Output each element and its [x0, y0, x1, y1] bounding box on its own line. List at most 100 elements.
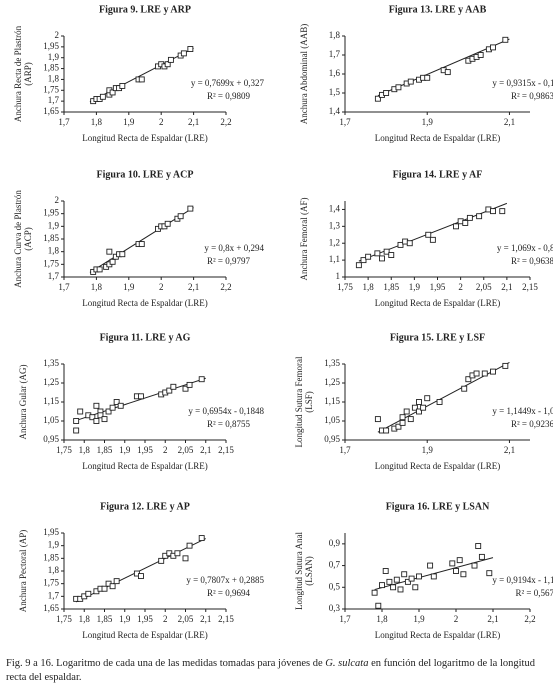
chart-title: Figura 15. LRE y LSF — [390, 332, 485, 343]
data-point — [486, 570, 493, 577]
data-point — [180, 50, 187, 57]
y-tick-label: 0,5 — [329, 581, 341, 591]
data-point — [407, 78, 414, 85]
data-point — [424, 74, 431, 81]
data-point — [101, 416, 108, 423]
equation: y = 0,7699x + 0,327 — [191, 78, 265, 88]
y-tick-label: 1,65 — [43, 106, 59, 116]
trend-line — [358, 202, 508, 262]
x-axis-label: Longitud Recta de Espaldar (LRE) — [375, 461, 500, 471]
y-tick-label: 1,35 — [324, 358, 340, 368]
x-tick-label: 1,9 — [119, 445, 131, 455]
x-tick-label: 1,9 — [422, 445, 434, 455]
data-point — [465, 376, 472, 383]
data-point — [113, 578, 120, 585]
chart-title: Figura 9. LRE y ARP — [99, 4, 191, 15]
y-tick-label: 1,8 — [48, 73, 60, 83]
data-point — [490, 368, 496, 375]
data-point — [399, 419, 406, 426]
y-tick-label: 1,25 — [43, 377, 59, 387]
data-point — [73, 418, 80, 424]
r-squared: R² = 0,9638 — [511, 256, 553, 266]
equation: y = 0,8x + 0,294 — [204, 243, 264, 253]
data-point — [403, 408, 410, 415]
data-point — [444, 69, 451, 76]
y-tick-label: 1,35 — [43, 358, 59, 368]
data-point — [99, 93, 106, 100]
figure-grid: Figura 9. LRE y ARP Anchura Recta de Plas… — [13, 4, 553, 640]
x-tick-label: 1,7 — [339, 445, 351, 455]
r-squared: R² = 0,9809 — [207, 91, 251, 101]
x-axis-label: Longitud Recta de Espaldar (LRE) — [82, 630, 207, 640]
y-axis-label: Anchura Recta de Plastrón — [13, 25, 23, 122]
data-point — [395, 423, 402, 430]
x-tick-label: 2 — [454, 614, 459, 624]
data-point — [429, 236, 436, 243]
data-point — [388, 252, 395, 258]
x-tick-label: 2,1 — [200, 445, 211, 455]
x-tick-label: 2,1 — [487, 614, 498, 624]
data-point — [436, 399, 443, 405]
x-tick-label: 1,8 — [376, 614, 388, 624]
data-point — [371, 589, 378, 596]
chart-title: Figura 12. LRE y AP — [100, 501, 190, 512]
x-tick-label: 2,15 — [218, 445, 234, 455]
x-axis-label: Longitud Recta de Espaldar (LRE) — [82, 298, 207, 308]
data-point — [420, 404, 427, 411]
y-tick-label: 1,05 — [324, 415, 340, 425]
caption: Fig. 9 a 16. Logaritmo de cada una de la… — [6, 657, 548, 685]
data-point — [360, 257, 367, 264]
data-point — [101, 585, 108, 592]
y-tick-label: 1,9 — [48, 220, 60, 230]
data-point — [425, 231, 432, 238]
data-point — [374, 416, 381, 423]
y-tick-label: 1,9 — [48, 540, 60, 550]
data-point — [383, 427, 390, 434]
data-point — [167, 56, 174, 63]
y-axis-label: (ACP) — [23, 227, 33, 251]
data-point — [365, 253, 372, 260]
y-tick-label: 1,9 — [48, 52, 60, 62]
y-tick-label: 1,7 — [329, 49, 341, 59]
equation: y = 1,069x - 0,8085 — [497, 243, 553, 253]
data-point — [461, 385, 468, 392]
x-tick-label: 2 — [159, 117, 164, 127]
y-axis-label: Longitud Sutura Anal — [294, 532, 304, 610]
data-point — [399, 414, 406, 421]
y-axis-label: Anchura Pectoral (AP) — [18, 530, 28, 612]
equation: y = 0,7807x + 0,2885 — [186, 575, 264, 585]
x-tick-label: 2,2 — [220, 117, 231, 127]
y-tick-label: 1,7 — [48, 271, 60, 281]
equation: y = 0,9315x - 0,1717 — [492, 78, 553, 88]
data-point — [170, 383, 177, 390]
x-tick-label: 2 — [163, 445, 168, 455]
x-tick-label: 2,1 — [504, 117, 515, 127]
data-point — [453, 223, 459, 230]
x-tick-label: 1,95 — [430, 282, 446, 292]
data-point — [416, 399, 422, 405]
y-tick-label: 1,4 — [329, 106, 341, 116]
y-tick-label: 1 — [336, 271, 341, 281]
chart-title: Figura 10. LRE y ACP — [97, 169, 194, 180]
data-point — [382, 568, 389, 574]
data-point — [374, 95, 381, 102]
x-tick-label: 1,75 — [337, 282, 353, 292]
data-point — [379, 582, 385, 589]
data-point — [187, 205, 194, 212]
data-point — [456, 557, 463, 564]
data-point — [138, 241, 145, 248]
x-axis-label: Longitud Recta de Espaldar (LRE) — [375, 298, 500, 308]
data-point — [158, 557, 165, 564]
y-tick-label: 1,85 — [43, 233, 59, 243]
x-tick-label: 1,8 — [79, 445, 91, 455]
x-tick-label: 1,85 — [97, 445, 113, 455]
data-point — [137, 573, 144, 580]
x-tick-label: 2,15 — [522, 282, 538, 292]
x-tick-label: 1,9 — [422, 117, 434, 127]
data-point — [186, 542, 193, 549]
y-tick-label: 1,8 — [48, 246, 60, 256]
y-tick-label: 2 — [55, 195, 60, 205]
data-point — [393, 576, 400, 583]
data-point — [466, 214, 473, 221]
